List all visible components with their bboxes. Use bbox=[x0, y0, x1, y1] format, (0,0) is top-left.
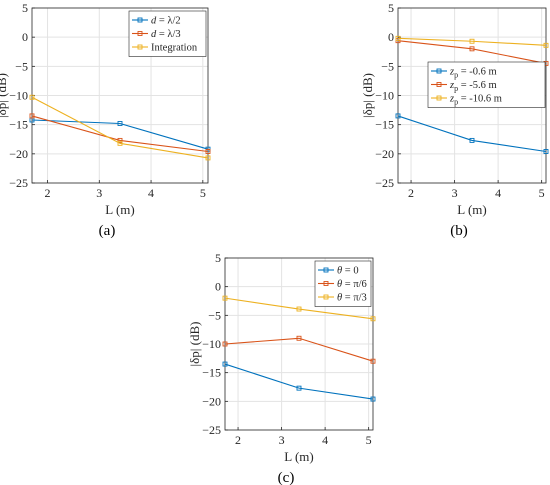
legend-swatch-marker bbox=[436, 82, 442, 87]
data-point bbox=[205, 155, 211, 161]
y-tick-label: −20 bbox=[375, 147, 394, 161]
data-point bbox=[296, 306, 302, 312]
series-line-2 bbox=[224, 337, 374, 362]
x-tick-label: 5 bbox=[539, 186, 545, 200]
data-point bbox=[469, 46, 475, 52]
y-axis-label: |δp| (dB) bbox=[0, 73, 9, 118]
legend-label: zp = -0.6 m bbox=[449, 67, 497, 80]
data-point bbox=[370, 358, 376, 364]
x-tick-label: 3 bbox=[96, 186, 102, 200]
data-point bbox=[543, 149, 549, 154]
x-tick-label: 5 bbox=[366, 433, 372, 447]
data-point bbox=[370, 396, 376, 402]
y-tick-label: −10 bbox=[202, 337, 221, 351]
y-tick-label: −20 bbox=[9, 147, 28, 161]
data-point bbox=[117, 137, 123, 143]
x-tick-label: 4 bbox=[148, 186, 154, 200]
legend-label: θ = π/3 bbox=[337, 293, 367, 304]
legend-label: zp = -10.6 m bbox=[449, 94, 502, 107]
y-tick-label: −15 bbox=[202, 366, 221, 380]
x-tick-label: 3 bbox=[452, 186, 458, 200]
series-line-2 bbox=[397, 40, 547, 64]
data-point bbox=[469, 38, 475, 44]
legend-swatch-marker bbox=[436, 68, 442, 74]
legend-swatch-marker bbox=[137, 31, 143, 36]
data-point bbox=[29, 113, 35, 119]
legend-label: Integration bbox=[151, 43, 198, 54]
x-axis-label: L (m) bbox=[457, 202, 486, 217]
x-tick-label: 4 bbox=[322, 433, 328, 447]
y-tick-label: 0 bbox=[388, 30, 394, 44]
data-point bbox=[29, 94, 35, 100]
legend-label: θ = π/6 bbox=[337, 279, 367, 290]
y-axis-label: |δp| (dB) bbox=[187, 322, 202, 367]
y-tick-label: −25 bbox=[375, 176, 394, 190]
panel-label: (a) bbox=[99, 223, 116, 239]
legend-label: zp = -5.6 m bbox=[449, 80, 497, 93]
chart-panel-2: 5 0 −5 −10 −15 −20 −25 2 3 4 5 L (m) |δp| (dB) zp = -… bbox=[360, 1, 549, 239]
y-tick-label: −20 bbox=[202, 394, 221, 408]
legend-swatch-marker bbox=[323, 267, 329, 273]
data-point bbox=[205, 149, 211, 154]
legend-swatch-marker bbox=[137, 44, 143, 50]
x-tick-label: 2 bbox=[45, 186, 51, 200]
data-point bbox=[543, 42, 549, 48]
legend-swatch-marker bbox=[137, 17, 143, 23]
data-point bbox=[222, 361, 228, 367]
data-point bbox=[395, 113, 401, 119]
data-point bbox=[222, 341, 228, 347]
legend-swatch-marker bbox=[323, 294, 329, 300]
panel-label: (b) bbox=[450, 223, 468, 239]
y-tick-label: −10 bbox=[9, 89, 28, 103]
y-tick-label: 5 bbox=[22, 1, 28, 15]
y-tick-label: 0 bbox=[22, 30, 28, 44]
panel-label: (c) bbox=[278, 470, 295, 485]
x-tick-label: 4 bbox=[495, 186, 501, 200]
x-tick-label: 2 bbox=[408, 186, 414, 200]
data-point bbox=[395, 35, 401, 41]
data-point bbox=[222, 295, 228, 301]
data-point bbox=[469, 137, 475, 143]
y-tick-label: −15 bbox=[375, 118, 394, 132]
series-line-3 bbox=[31, 96, 209, 159]
x-tick-label: 2 bbox=[235, 433, 241, 447]
data-point bbox=[117, 121, 123, 126]
x-axis-label: L (m) bbox=[284, 449, 313, 464]
legend-swatch-marker bbox=[323, 281, 329, 286]
legend-box bbox=[427, 61, 546, 108]
x-tick-label: 3 bbox=[279, 433, 285, 447]
chart-panel-3: 5 0 −5 −10 −15 −20 −25 2 3 4 5 L (m) |δp| (dB) θ = 0 θ… bbox=[187, 251, 376, 485]
legend-label: d = λ/3 bbox=[151, 29, 181, 40]
data-point bbox=[117, 140, 123, 146]
data-point bbox=[296, 335, 302, 341]
series-line-2 bbox=[31, 115, 209, 153]
y-tick-label: −5 bbox=[381, 59, 394, 73]
y-tick-label: −15 bbox=[9, 118, 28, 132]
y-tick-label: −25 bbox=[202, 423, 221, 437]
legend-swatch-marker bbox=[436, 95, 442, 101]
legend-label: θ = 0 bbox=[337, 266, 359, 277]
y-axis-label: |δp| (dB) bbox=[360, 73, 375, 118]
chart-panel-1: 5 0 −5 −10 −15 −20 −25 2 3 4 5 L (m) |δp| (dB) d = λ/… bbox=[0, 1, 211, 239]
y-tick-label: −10 bbox=[375, 89, 394, 103]
x-axis-label: L (m) bbox=[105, 202, 134, 217]
series-line-1 bbox=[397, 115, 547, 153]
y-tick-label: −25 bbox=[9, 176, 28, 190]
x-tick-label: 5 bbox=[200, 186, 206, 200]
series-line-1 bbox=[224, 363, 374, 400]
series-line-3 bbox=[224, 297, 374, 320]
y-tick-label: 5 bbox=[388, 1, 394, 15]
y-tick-label: −5 bbox=[15, 59, 28, 73]
data-point bbox=[370, 316, 376, 322]
y-tick-label: 5 bbox=[215, 251, 221, 265]
y-tick-label: 0 bbox=[215, 280, 221, 294]
series-line-3 bbox=[397, 37, 547, 46]
y-tick-label: −5 bbox=[208, 308, 221, 322]
series-line-1 bbox=[31, 119, 209, 150]
data-point bbox=[296, 385, 302, 391]
legend-label: d = λ/2 bbox=[151, 16, 181, 27]
